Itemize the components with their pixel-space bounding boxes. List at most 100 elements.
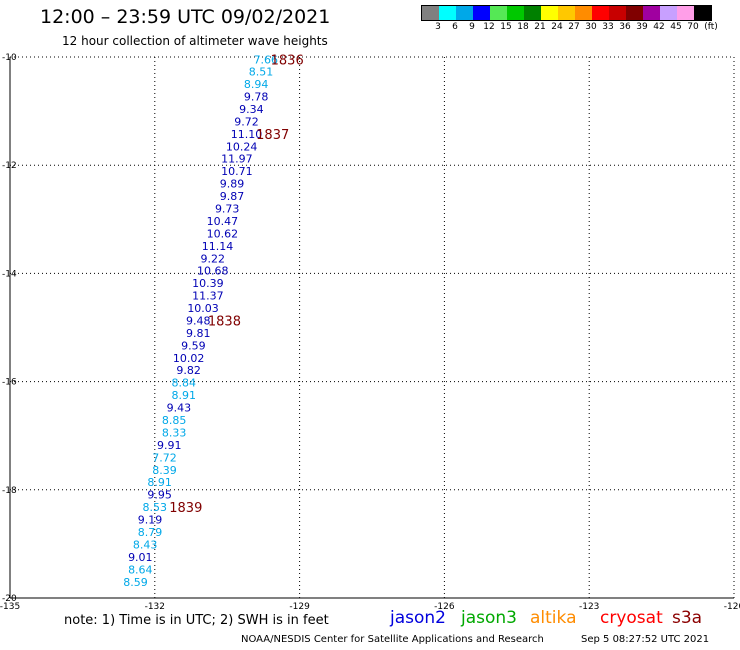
legend-jason3: jason3: [461, 608, 517, 628]
data-point-label: 8.43: [133, 538, 158, 551]
legend-jason2: jason2: [390, 608, 446, 628]
y-tick-label: -14: [2, 269, 17, 279]
colorbar-swatch: [694, 6, 711, 20]
data-point-label: 10.68: [197, 265, 229, 278]
data-point-label: 8.91: [172, 389, 197, 402]
data-point-label: 9.73: [215, 202, 240, 215]
data-point-label: 8.79: [138, 526, 163, 539]
colorbar-tick-label: 42: [653, 22, 665, 32]
chart-title: 12:00 – 23:59 UTC 09/02/2021: [40, 6, 331, 28]
colorbar-swatch: [541, 6, 558, 20]
colorbar-swatch: [439, 6, 456, 20]
colorbar-tick-label: 30: [585, 22, 597, 32]
data-point-label: 10.02: [173, 352, 205, 365]
colorbar-tick-label: 70: [687, 22, 699, 32]
y-tick-label: -12: [2, 161, 17, 171]
data-point-label: 9.72: [234, 115, 259, 128]
generated-timestamp: Sep 5 08:27:52 UTC 2021: [581, 634, 710, 645]
x-tick-label: -120: [724, 602, 740, 612]
data-point-label: 9.59: [181, 339, 206, 352]
data-point-label: 7.66: [254, 54, 279, 67]
x-tick-label: -135: [0, 602, 20, 612]
data-point-label: 8.33: [162, 426, 187, 439]
colorbar-swatch: [626, 6, 643, 20]
x-tick-label: -129: [289, 602, 310, 612]
y-tick-label: -18: [2, 486, 17, 496]
time-label: 1836: [271, 54, 304, 69]
colorbar-tick-label: 18: [517, 22, 529, 32]
data-point-label: 9.22: [200, 252, 225, 265]
colorbar-tick-label: 45: [670, 22, 682, 32]
data-point-label: 8.53: [143, 501, 168, 514]
data-point-label: 10.24: [226, 140, 258, 153]
data-point-label: 8.91: [147, 476, 172, 489]
data-point-label: 8.84: [172, 377, 197, 390]
colorbar-tick-label: 3: [435, 22, 441, 32]
data-point-label: 8.85: [162, 414, 187, 427]
colorbar-tick-label: 39: [636, 22, 648, 32]
data-point-label: 11.14: [202, 240, 234, 253]
data-point-label: 9.91: [157, 439, 182, 452]
legend-s3a: s3a: [672, 608, 703, 628]
data-point-label: 11.37: [192, 290, 224, 303]
data-point-label: 10.03: [187, 302, 219, 315]
x-tick-label: -126: [434, 602, 455, 612]
data-point-label: 9.34: [239, 103, 264, 116]
colorbar-swatch: [677, 6, 694, 20]
colorbar-swatch: [660, 6, 677, 20]
colorbar: [421, 5, 712, 21]
y-tick-label: -16: [2, 378, 17, 388]
data-point-label: 10.47: [207, 215, 239, 228]
colorbar-swatch: [456, 6, 473, 20]
time-label: 1838: [208, 314, 241, 329]
data-point-label: 10.71: [221, 165, 253, 178]
y-tick-label: -10: [2, 53, 17, 63]
x-tick-label: -132: [145, 602, 165, 612]
colorbar-swatch: [592, 6, 609, 20]
colorbar-tick-label: 21: [534, 22, 546, 32]
data-point-label: 8.59: [123, 576, 148, 589]
data-point-label: 8.51: [249, 66, 274, 79]
colorbar-swatch: [643, 6, 660, 20]
colorbar-tick-label: 24: [551, 22, 563, 32]
colorbar-swatch: [490, 6, 507, 20]
data-point-label: 9.95: [147, 489, 172, 502]
colorbar-swatch: [524, 6, 541, 20]
footer-note: note: 1) Time is in UTC; 2) SWH is in fe…: [64, 613, 329, 628]
data-point-label: 9.48: [186, 314, 211, 327]
colorbar-tick-label: 6: [452, 22, 458, 32]
data-point-label: 9.78: [244, 90, 269, 103]
data-point-label: 9.89: [220, 178, 245, 191]
time-label: 1839: [169, 501, 202, 516]
colorbar-tick-label: 36: [619, 22, 631, 32]
colorbar-swatch: [609, 6, 626, 20]
data-point-label: 9.43: [167, 402, 192, 415]
data-point-label: 8.64: [128, 563, 153, 576]
data-point-label: 9.81: [186, 327, 211, 340]
colorbar-swatch: [507, 6, 524, 20]
x-tick-label: -123: [579, 602, 599, 612]
colorbar-swatch: [575, 6, 592, 20]
time-label: 1837: [256, 128, 289, 143]
data-point-label: 8.39: [152, 464, 177, 477]
y-tick-label: -20: [2, 594, 17, 604]
colorbar-tick-label: 9: [469, 22, 475, 32]
data-point-label: 9.19: [138, 514, 163, 527]
data-point-label: 10.62: [207, 227, 239, 240]
credit-text: NOAA/NESDIS Center for Satellite Applica…: [241, 634, 544, 645]
data-point-label: 11.97: [221, 153, 253, 166]
data-point-label: 9.01: [128, 551, 153, 564]
colorbar-tick-label: 12: [483, 22, 495, 32]
data-point-label: 7.72: [152, 451, 177, 464]
data-point-label: 10.39: [192, 277, 224, 290]
colorbar-swatch: [473, 6, 490, 20]
colorbar-tick-label: 33: [602, 22, 614, 32]
data-point-label: 9.87: [220, 190, 245, 203]
colorbar-swatch: [558, 6, 575, 20]
colorbar-tick-label: 15: [500, 22, 512, 32]
data-point-label: 11.10: [231, 128, 263, 141]
legend-cryosat: cryosat: [600, 608, 663, 628]
legend-altika: altika: [530, 608, 577, 628]
colorbar-swatch: [422, 6, 439, 20]
